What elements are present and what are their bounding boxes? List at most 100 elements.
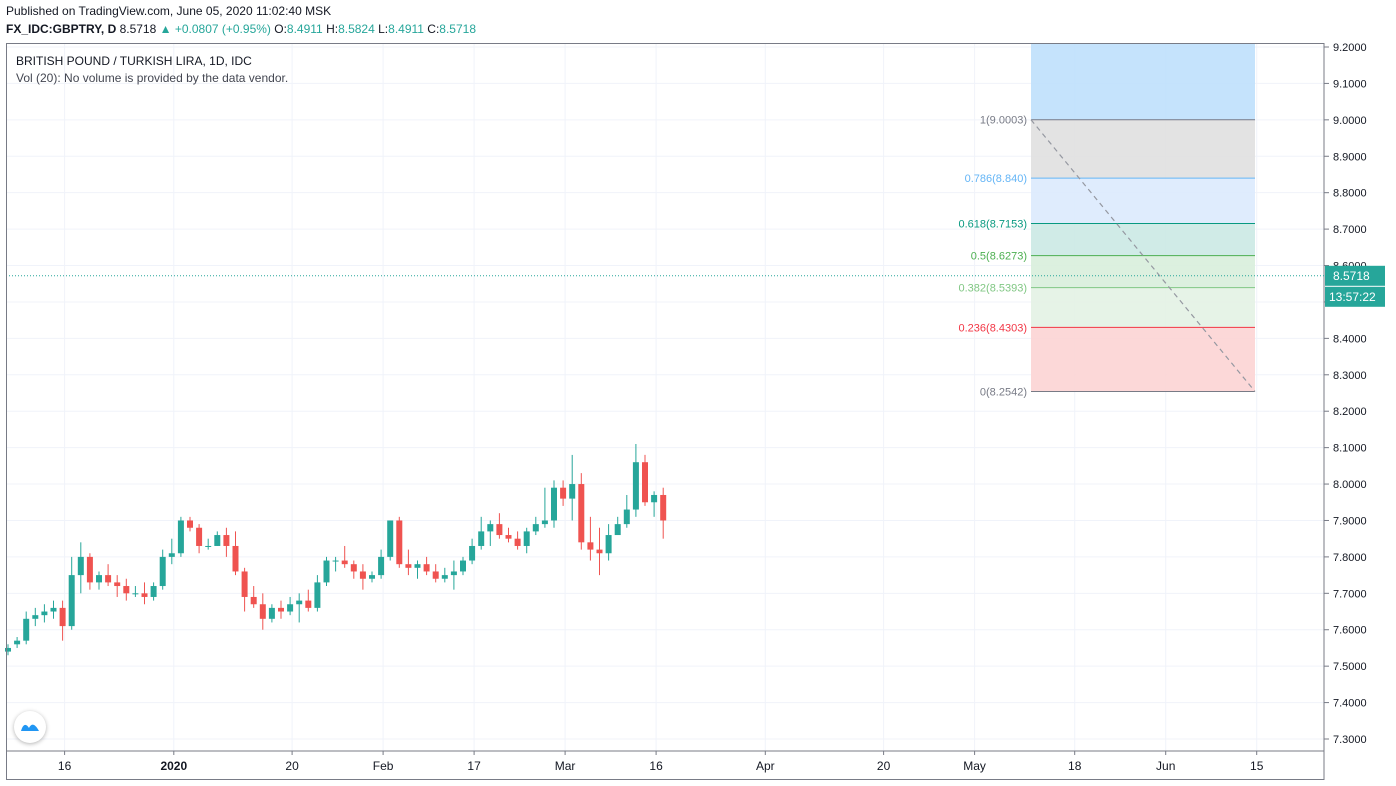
candle-body [314, 582, 321, 608]
candle-body [514, 538, 521, 546]
candle-body [623, 509, 630, 525]
x-tick-label: 16 [58, 759, 72, 773]
candle-body [278, 607, 284, 612]
y-tick-label: 8.8000 [1333, 188, 1367, 200]
candle-body [168, 553, 175, 557]
last-price-tag-value: 8.5718 [1333, 269, 1370, 283]
candle-body [423, 564, 430, 572]
candle-body [86, 556, 93, 583]
candle-body [114, 582, 121, 587]
x-tick-label: 18 [1068, 759, 1082, 773]
last-price: 8.5718 [119, 22, 157, 36]
candle-body [405, 564, 412, 568]
y-tick-label: 7.3000 [1333, 734, 1367, 746]
y-tick-label: 9.1000 [1333, 78, 1367, 90]
fib-zone [1031, 255, 1255, 288]
candle-body [341, 560, 348, 565]
fib-level-label: 0.236(8.4303) [959, 322, 1028, 334]
candle-body [396, 520, 403, 565]
y-tick-label: 8.4000 [1333, 333, 1367, 345]
x-tick-label: Mar [555, 759, 576, 773]
y-tick-label: 7.8000 [1333, 552, 1367, 564]
y-tick-label: 8.9000 [1333, 151, 1367, 163]
open-label: O: [274, 22, 287, 36]
candle-body [123, 586, 130, 594]
low-label: L: [378, 22, 389, 36]
candle-body [578, 484, 585, 543]
candle-body [14, 640, 21, 645]
candle-body [450, 571, 457, 576]
countdown-tag-value: 13:57:22 [1329, 290, 1376, 304]
y-tick-label: 7.7000 [1333, 588, 1367, 600]
fib-zone [1031, 287, 1255, 328]
candle-body [296, 600, 303, 605]
fib-zone [1031, 223, 1255, 256]
x-tick-label: May [963, 759, 986, 773]
candle-body [205, 545, 212, 547]
open-value: 8.4911 [286, 22, 323, 36]
candle-body [387, 520, 394, 557]
candle-body [350, 564, 357, 572]
candle-body [359, 571, 366, 579]
candle-body [632, 462, 639, 510]
candle-body [414, 564, 421, 568]
fib-trend-line [1030, 119, 1256, 392]
candle-body [551, 487, 557, 521]
candle-body [523, 531, 530, 546]
candle-body [532, 524, 539, 532]
y-tick-label: 7.5000 [1333, 661, 1367, 673]
countdown-tag [1325, 286, 1385, 307]
tradingview-logo[interactable] [14, 711, 46, 743]
x-tick-label: Feb [373, 759, 394, 773]
candle-body [441, 575, 448, 579]
x-tick-label: 15 [1250, 759, 1264, 773]
y-tick-label: 9.0000 [1333, 115, 1367, 127]
fib-zone [1031, 327, 1255, 392]
candle-body [460, 560, 466, 572]
candle-body [587, 542, 594, 550]
x-tick-label: 20 [285, 759, 299, 773]
symbol-label: FX_IDC:GBPTRY, D [6, 22, 117, 36]
candle-body [614, 524, 621, 536]
low-value: 8.4911 [388, 22, 424, 36]
candle-body [77, 556, 84, 576]
candle-body [651, 494, 658, 503]
candle-body [241, 571, 248, 597]
candle-body [223, 535, 230, 546]
candle-body [196, 527, 203, 546]
volume-legend: Vol (20): No volume is provided by the d… [16, 71, 289, 85]
x-tick-label: Apr [756, 759, 775, 773]
last-price-tag [1325, 265, 1385, 286]
candle-body [432, 571, 439, 579]
fib-level-label: 0.5(8.6273) [971, 251, 1027, 263]
candle-body [5, 647, 11, 652]
candle-body [596, 549, 603, 554]
candle-body [268, 607, 275, 619]
candle-body [378, 556, 385, 576]
candle-body [505, 535, 512, 539]
candle-body [496, 524, 503, 536]
published-info: Published on TradingView.com, June 05, 2… [6, 4, 332, 18]
candle-body [250, 596, 257, 605]
candle-body [660, 494, 667, 521]
candle-body [150, 586, 157, 597]
candle-body [259, 604, 266, 619]
symbol-quote-line: FX_IDC:GBPTRY, D 8.5718 ▲ +0.0807 (+0.95… [6, 22, 476, 36]
x-tick-label: 16 [649, 759, 663, 773]
candle-body [287, 604, 294, 612]
candle-body [41, 611, 48, 616]
candle-body [96, 575, 102, 583]
candle-body [560, 487, 567, 499]
fib-level-label: 0.382(8.5393) [959, 283, 1028, 295]
x-tick-label: 20 [877, 759, 891, 773]
candle-body [487, 524, 494, 532]
candle-body [569, 484, 576, 499]
candle-body [642, 462, 648, 503]
y-tick-label: 9.2000 [1333, 42, 1367, 54]
y-tick-label: 8.3000 [1333, 370, 1367, 382]
y-tick-label: 7.6000 [1333, 625, 1367, 637]
candle-body [59, 607, 66, 627]
x-tick-label: 17 [467, 759, 481, 773]
close-label: C: [427, 22, 440, 36]
